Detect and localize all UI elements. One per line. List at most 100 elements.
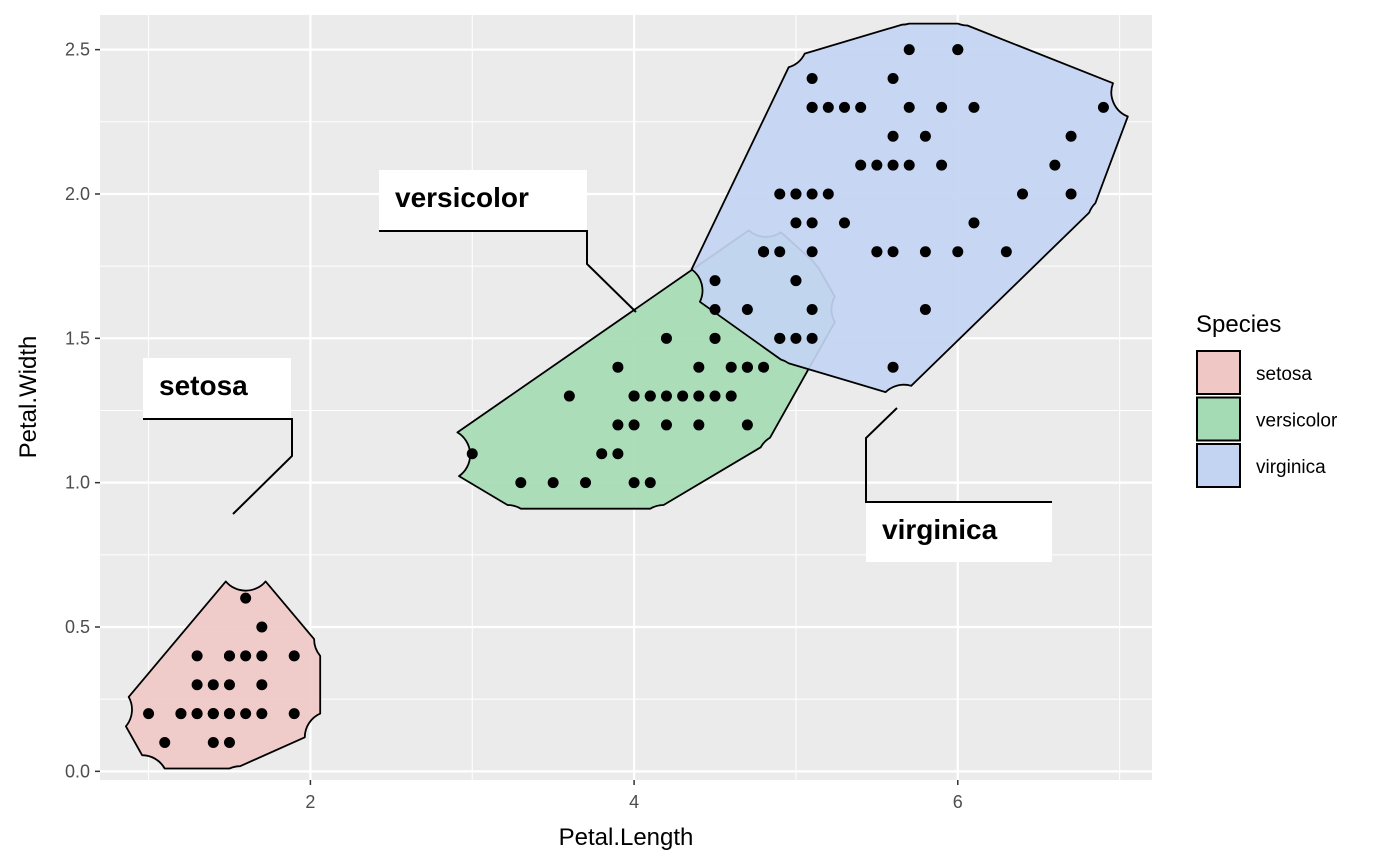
versicolor-point xyxy=(612,448,624,460)
versicolor-point xyxy=(741,361,753,373)
virginica-region xyxy=(690,22,1129,393)
data-points xyxy=(143,44,1109,748)
setosa-label-connector xyxy=(143,418,293,515)
setosa-point xyxy=(288,650,300,662)
versicolor-point xyxy=(596,448,608,460)
virginica-point xyxy=(806,332,818,344)
setosa-point xyxy=(191,708,203,720)
legend-items: setosa versicolor virginica xyxy=(1196,350,1338,488)
virginica-point xyxy=(903,44,915,56)
versicolor-point xyxy=(612,361,624,373)
virginica-point xyxy=(871,246,883,258)
species-regions xyxy=(125,22,1129,770)
virginica-point xyxy=(887,361,899,373)
virginica-legend-label: virginica xyxy=(1256,457,1326,478)
versicolor-point xyxy=(612,419,624,431)
x-tick-label: 4 xyxy=(629,792,639,812)
setosa-point xyxy=(191,679,203,691)
virginica-point xyxy=(887,159,899,171)
setosa-label-box xyxy=(143,358,291,418)
virginica-label-box xyxy=(866,502,1052,562)
setosa-legend-key xyxy=(1196,350,1241,395)
versicolor-point xyxy=(709,390,721,402)
y-tick-label: 1.5 xyxy=(65,328,90,348)
versicolor-point xyxy=(628,390,640,402)
versicolor-label-text: versicolor xyxy=(395,182,529,213)
setosa-point xyxy=(143,708,155,720)
virginica-point xyxy=(919,303,931,315)
virginica-point xyxy=(1049,159,1061,171)
versicolor-point xyxy=(693,390,705,402)
versicolor-point xyxy=(660,390,672,402)
virginica-point xyxy=(774,246,786,258)
versicolor-point xyxy=(644,390,656,402)
versicolor-point xyxy=(806,303,818,315)
versicolor-point xyxy=(709,332,721,344)
y-tick-label: 0.5 xyxy=(65,617,90,637)
setosa-point xyxy=(223,736,235,748)
virginica-point xyxy=(790,217,802,229)
setosa-point xyxy=(240,708,252,720)
versicolor-legend-key xyxy=(1196,396,1241,442)
setosa-point xyxy=(207,736,219,748)
virginica-point xyxy=(936,159,948,171)
virginica-point xyxy=(806,188,818,200)
setosa-point xyxy=(240,592,252,604)
virginica-point xyxy=(968,101,980,113)
versicolor-point xyxy=(709,303,721,315)
setosa-label-text: setosa xyxy=(159,370,248,401)
setosa-point xyxy=(159,736,171,748)
axes: 2 4 6 0.0 0.5 1.0 1.5 2.0 2.5 xyxy=(65,40,963,812)
versicolor-point xyxy=(725,361,737,373)
setosa-point xyxy=(256,679,268,691)
x-axis-title: Petal.Length xyxy=(559,824,694,851)
versicolor-point xyxy=(547,477,559,489)
virginica-point xyxy=(838,101,850,113)
virginica-legend-key xyxy=(1196,443,1241,488)
y-tick-label: 2.5 xyxy=(65,40,90,60)
versicolor-point xyxy=(693,361,705,373)
y-axis-title: Petal.Width xyxy=(15,336,42,459)
virginica-point xyxy=(1065,188,1077,200)
virginica-point xyxy=(822,188,834,200)
versicolor-label-connector xyxy=(379,230,637,313)
y-tick-label: 2.0 xyxy=(65,184,90,204)
virginica-point xyxy=(887,246,899,258)
y-tick-label: 0.0 xyxy=(65,761,90,781)
setosa-legend-label: setosa xyxy=(1256,364,1312,385)
virginica-point xyxy=(936,101,948,113)
y-tick-label: 1.0 xyxy=(65,473,90,493)
setosa-point xyxy=(288,708,300,720)
virginica-point xyxy=(919,246,931,258)
virginica-point xyxy=(855,101,867,113)
versicolor-point xyxy=(677,390,689,402)
versicolor-point xyxy=(741,419,753,431)
virginica-point xyxy=(871,159,883,171)
virginica-point xyxy=(822,101,834,113)
setosa-point xyxy=(256,650,268,662)
versicolor-point xyxy=(563,390,575,402)
virginica-point xyxy=(952,246,964,258)
species-labels: setosa versicolor virginica xyxy=(143,170,1052,562)
virginica-label-text: virginica xyxy=(882,514,998,545)
versicolor-point xyxy=(758,361,770,373)
virginica-point xyxy=(838,217,850,229)
x-tick-label: 2 xyxy=(305,792,315,812)
versicolor-point xyxy=(790,275,802,287)
virginica-point xyxy=(903,101,915,113)
virginica-point xyxy=(968,217,980,229)
versicolor-point xyxy=(628,477,640,489)
setosa-point xyxy=(223,679,235,691)
virginica-point xyxy=(806,73,818,85)
virginica-point xyxy=(806,101,818,113)
virginica-point xyxy=(887,130,899,142)
versicolor-point xyxy=(774,332,786,344)
virginica-point xyxy=(855,159,867,171)
virginica-point xyxy=(887,73,899,85)
virginica-point xyxy=(806,246,818,258)
virginica-point xyxy=(919,130,931,142)
virginica-point xyxy=(758,246,770,258)
versicolor-label-box xyxy=(379,170,587,230)
setosa-point xyxy=(175,708,187,720)
virginica-point xyxy=(1000,246,1012,258)
